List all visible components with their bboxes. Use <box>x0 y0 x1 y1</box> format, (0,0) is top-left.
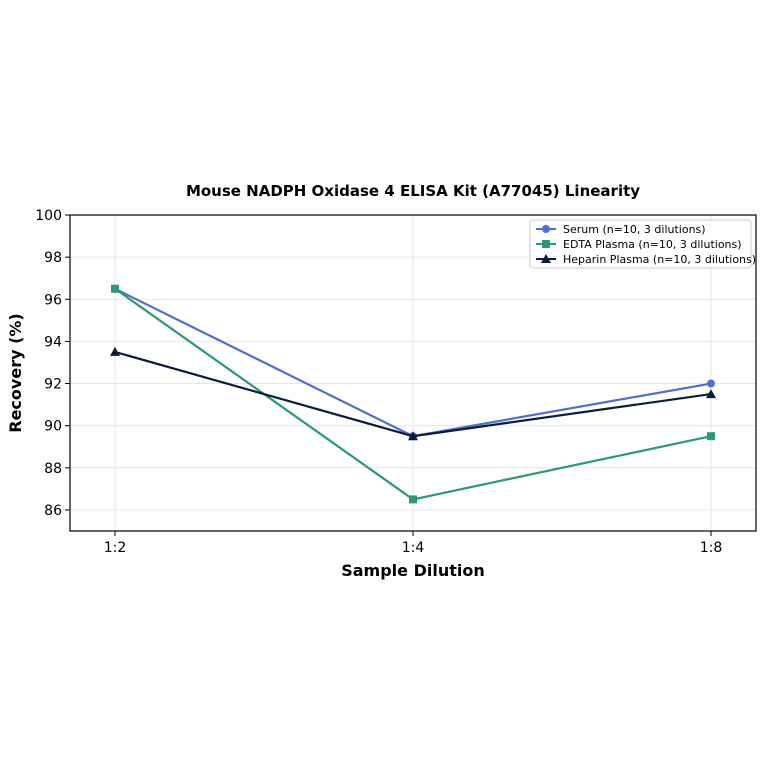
y-tick-label: 88 <box>44 461 62 477</box>
legend-marker <box>542 225 550 233</box>
x-tick-label: 1:2 <box>104 540 127 556</box>
y-axis-label: Recovery (%) <box>6 313 25 432</box>
y-tick-label: 90 <box>44 419 62 435</box>
series-2 <box>111 284 715 504</box>
y-tick-label: 96 <box>44 292 62 308</box>
chart-title: Mouse NADPH Oxidase 4 ELISA Kit (A77045)… <box>186 182 640 200</box>
x-tick-label: 1:4 <box>402 540 425 556</box>
data-point <box>408 431 418 441</box>
series-layer <box>110 284 716 504</box>
legend-label: EDTA Plasma (n=10, 3 dilutions) <box>563 238 742 251</box>
y-tick-label: 94 <box>44 334 62 350</box>
legend-marker <box>542 240 550 248</box>
y-tick-label: 86 <box>44 503 62 519</box>
y-tick-label: 92 <box>44 377 62 393</box>
data-point <box>707 432 715 441</box>
data-point <box>707 379 715 388</box>
y-tick-label: 98 <box>44 250 62 266</box>
x-tick-label: 1:8 <box>700 540 723 556</box>
legend-item: Heparin Plasma (n=10, 3 dilutions) <box>536 253 756 266</box>
data-point <box>110 346 120 356</box>
data-point <box>409 495 417 504</box>
legend-item: EDTA Plasma (n=10, 3 dilutions) <box>536 238 742 251</box>
data-point <box>706 389 716 399</box>
x-axis-label: Sample Dilution <box>341 561 485 580</box>
y-tick-label: 100 <box>35 208 62 224</box>
tick-layer: 86 88 90 92 94 96 98 100 1:2 1:4 1:8 <box>35 208 722 556</box>
legend: Serum (n=10, 3 dilutions) EDTA Plasma (n=… <box>529 219 756 269</box>
data-point <box>111 284 119 293</box>
legend-item: Serum (n=10, 3 dilutions) <box>536 223 706 236</box>
legend-label: Serum (n=10, 3 dilutions) <box>563 223 706 236</box>
legend-label: Heparin Plasma (n=10, 3 dilutions) <box>563 253 756 266</box>
legend-marker <box>541 254 551 263</box>
legend-box <box>529 219 752 269</box>
series-3 <box>110 346 716 441</box>
